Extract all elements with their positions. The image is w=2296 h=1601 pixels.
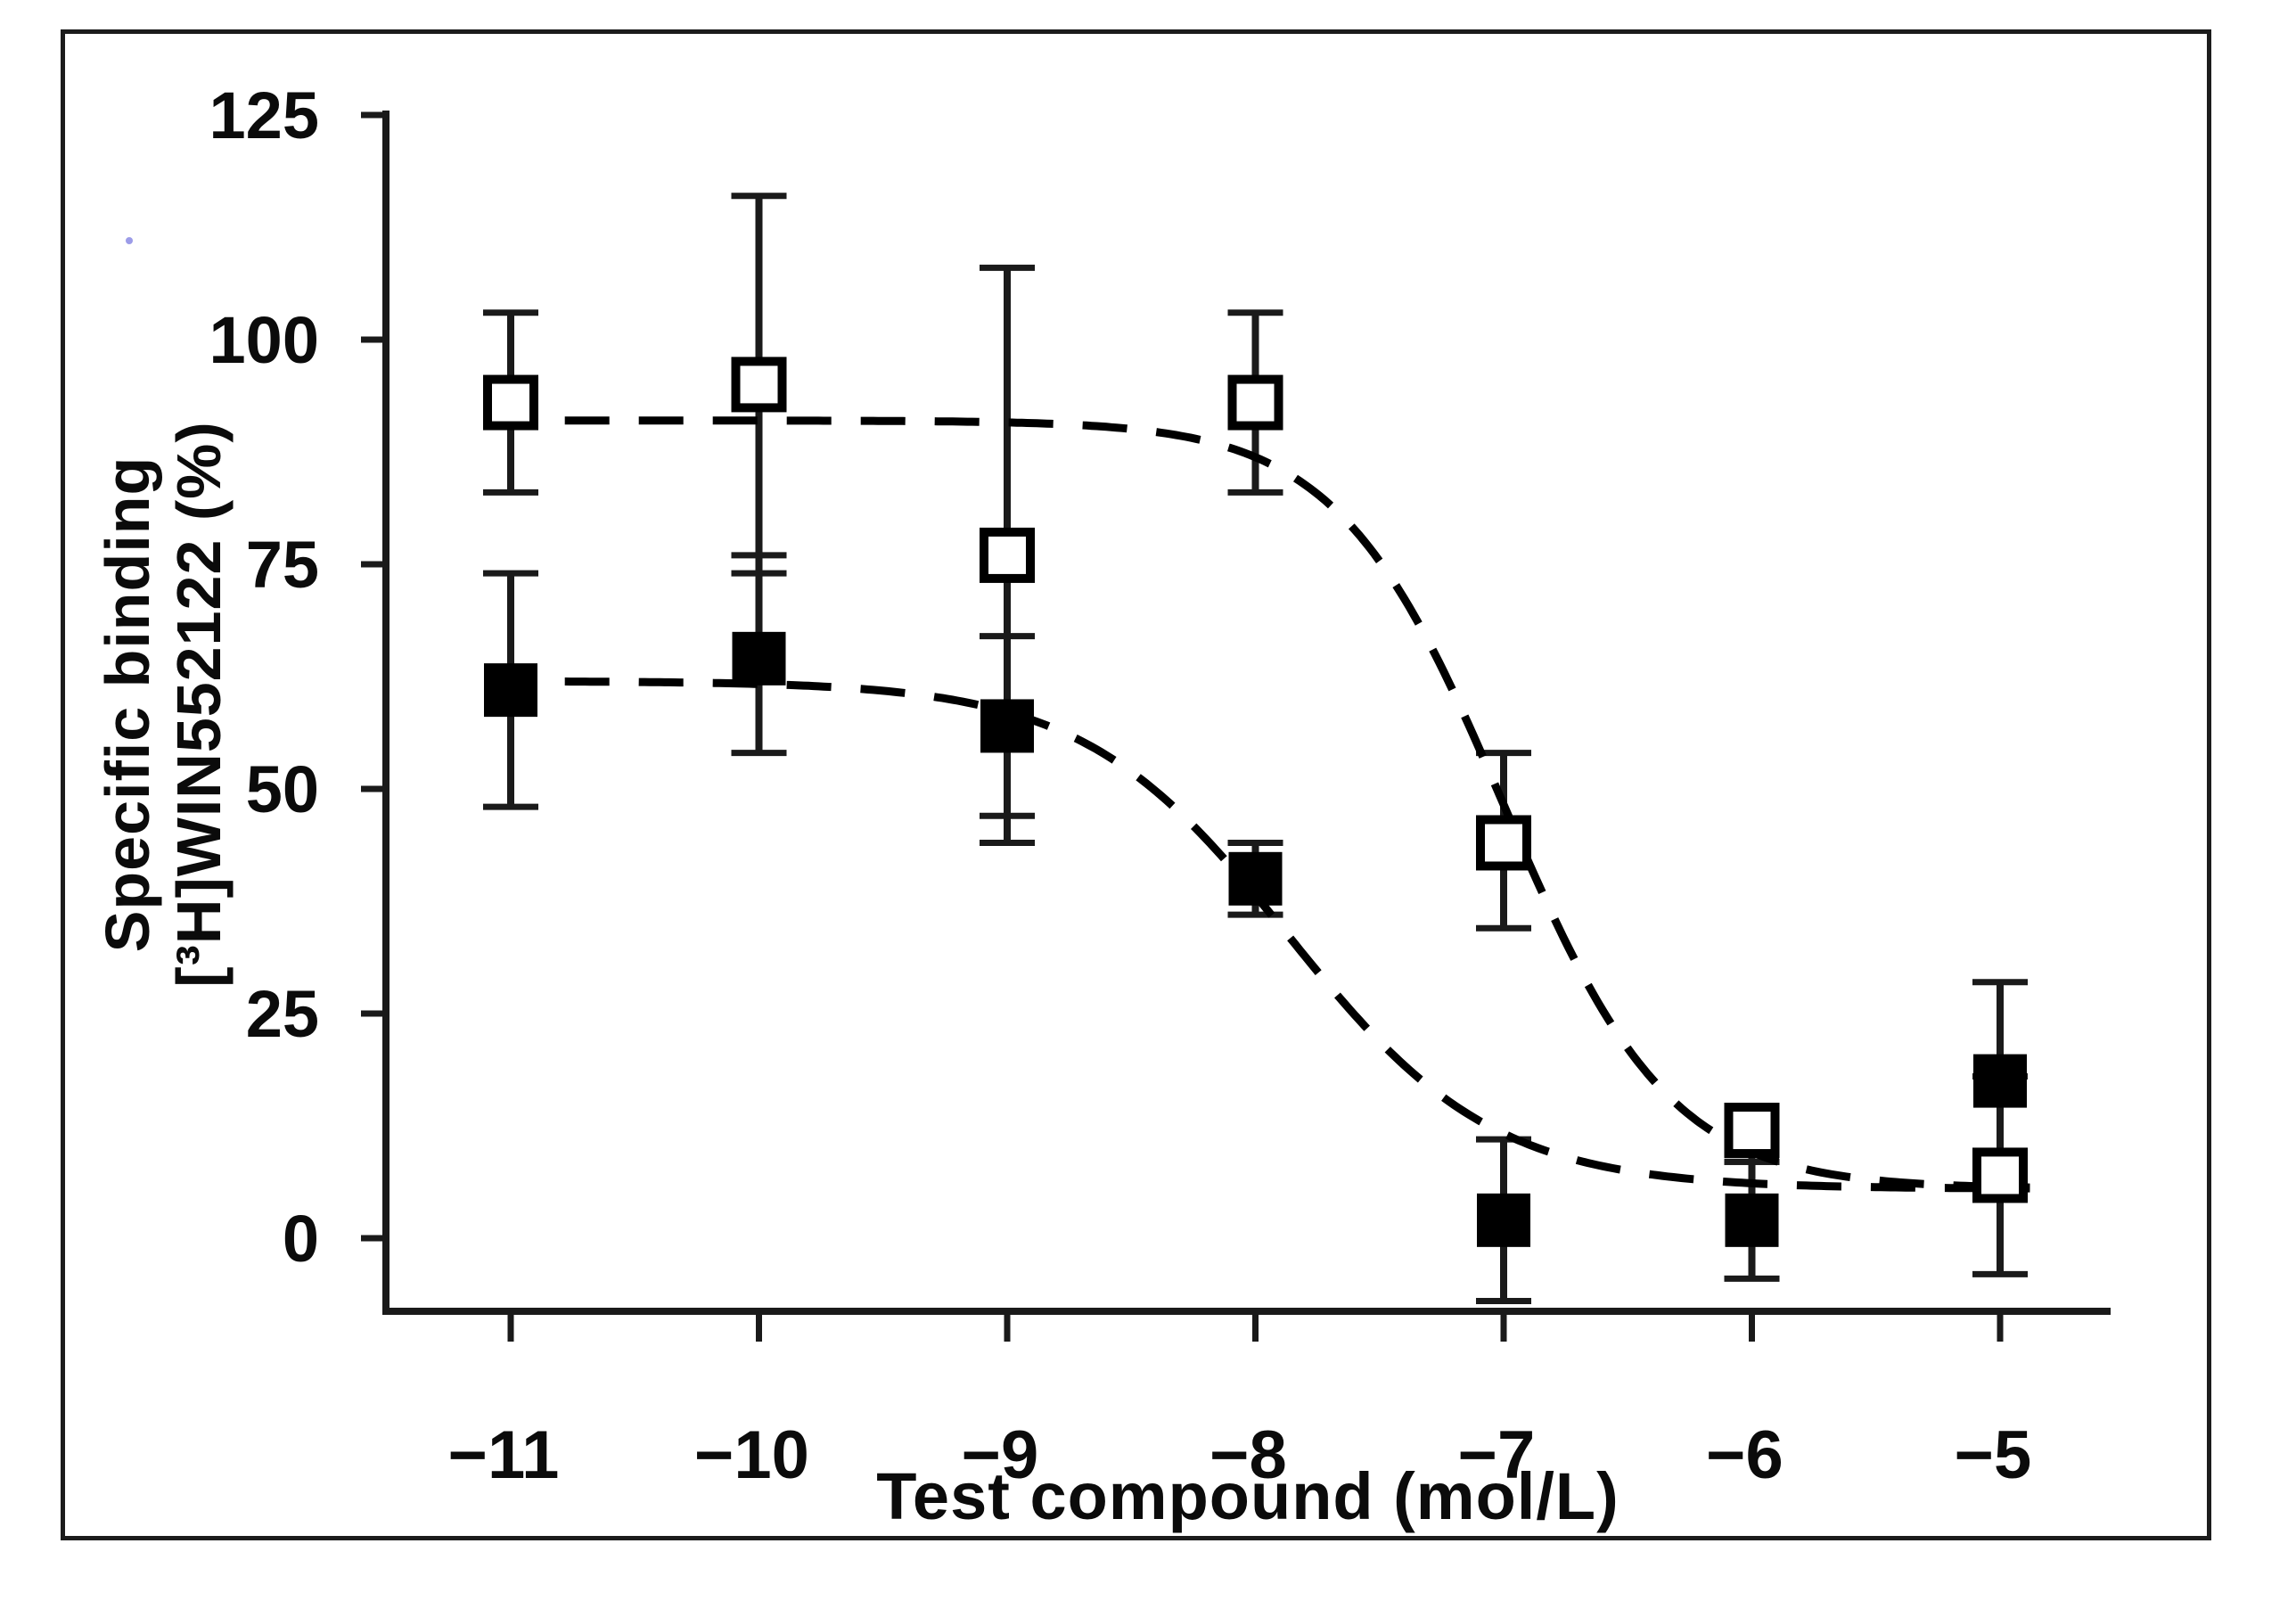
y-axis-title-line2: [³H]WIN552122 (%) (164, 421, 234, 988)
x-tick-label: −5 (1955, 1417, 2032, 1493)
x-tick-label: −10 (694, 1417, 809, 1493)
y-tick-label: 50 (246, 752, 319, 826)
open-square-marker (1476, 815, 1531, 871)
open-square-marker (980, 527, 1035, 583)
filled-square-marker (980, 699, 1034, 753)
open-square-marker (483, 374, 538, 431)
y-tick-label: 75 (246, 528, 319, 602)
filled-square-marker (1477, 1193, 1530, 1247)
y-tick-label: 0 (283, 1202, 319, 1276)
open-square-marker (1227, 374, 1283, 431)
compression-artifact-dot (126, 237, 133, 244)
filled-square-marker (1973, 1054, 2027, 1108)
open-squares-fit-curve (490, 416, 2030, 1192)
figure-border (61, 29, 2211, 1540)
filled-square-marker (484, 663, 537, 718)
x-tick-label: −9 (962, 1417, 1039, 1493)
x-tick-label: −11 (448, 1417, 560, 1493)
x-axis-title: Test compound (mol/L) (876, 1459, 1620, 1533)
open-square-marker (731, 357, 787, 413)
x-tick-label: −6 (1706, 1417, 1784, 1493)
filled-squares-fit-curve (490, 677, 2030, 1193)
filled-square-marker (732, 631, 786, 686)
x-tick-label: −7 (1458, 1417, 1536, 1493)
y-tick-label: 125 (209, 78, 319, 152)
y-tick-label: 25 (246, 977, 319, 1051)
open-square-marker (1972, 1147, 2028, 1203)
y-tick-label: 100 (209, 303, 319, 377)
filled-square-marker (1725, 1193, 1779, 1247)
filled-square-marker (1228, 851, 1283, 906)
x-tick-label: −8 (1210, 1417, 1287, 1493)
y-axis-title: Specific binding [³H]WIN552122 (%) (92, 421, 234, 987)
y-axis-title-line1: Specific binding (93, 456, 162, 953)
open-square-marker (1724, 1103, 1780, 1159)
